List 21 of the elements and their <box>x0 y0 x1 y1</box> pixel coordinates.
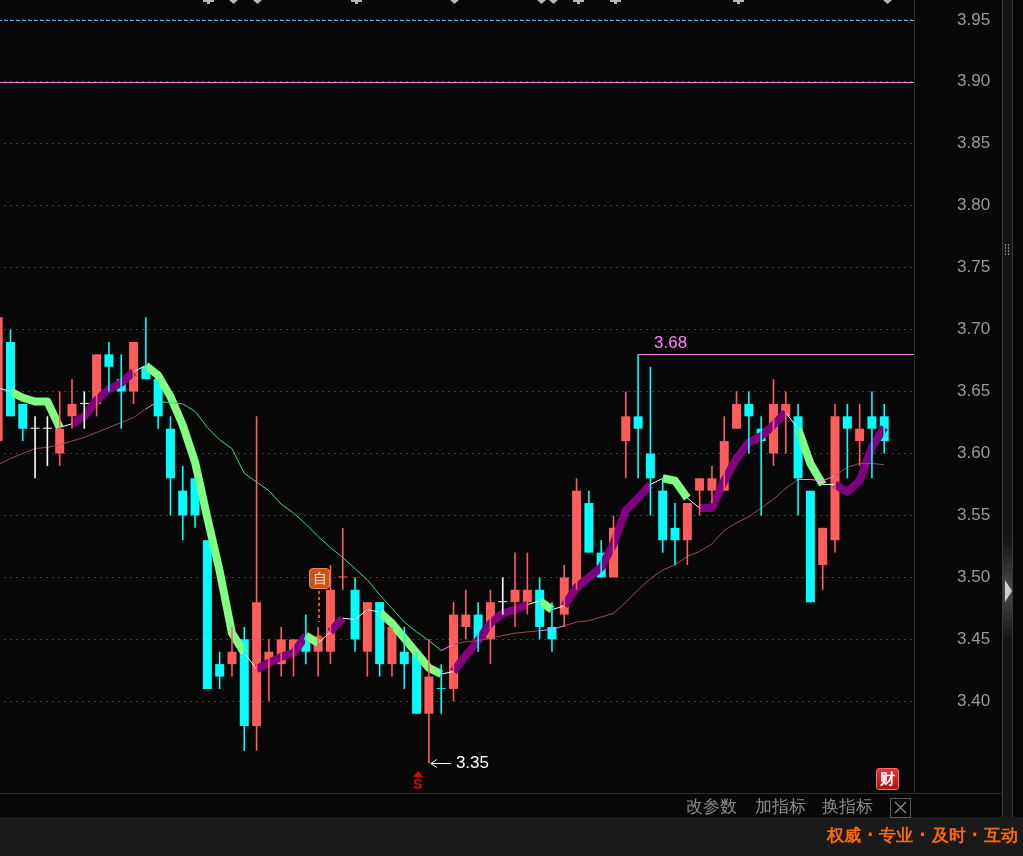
y-tick-label: 3.85 <box>957 133 991 153</box>
y-tick-label: 3.60 <box>957 443 991 463</box>
y-tick-label: 3.90 <box>957 71 991 91</box>
y-tick-label: 3.80 <box>957 195 991 215</box>
y-tick-label: 3.40 <box>957 691 991 710</box>
y-tick-label: 3.70 <box>957 319 991 339</box>
y-tick-label: 3.55 <box>957 505 991 525</box>
y-tick-label: 3.95 <box>957 9 991 29</box>
text: 权威 · 专业 · 及时 · 互动 <box>827 825 1018 845</box>
ref-line-label: 3.68 <box>654 332 688 352</box>
annotation: 自 <box>309 568 330 589</box>
y-tick-label: 3.45 <box>957 629 991 649</box>
y-tick-label: 3.65 <box>957 381 991 401</box>
text: 改参数 <box>686 796 737 816</box>
text: 换指标 <box>822 796 873 816</box>
annotation: 3.35 <box>455 752 489 772</box>
badge-icon: 财 <box>876 768 899 790</box>
annotation: S <box>413 776 423 792</box>
y-tick-label: 3.75 <box>957 257 991 277</box>
y-tick-label: 3.50 <box>957 567 991 587</box>
text: 加指标 <box>755 796 806 816</box>
